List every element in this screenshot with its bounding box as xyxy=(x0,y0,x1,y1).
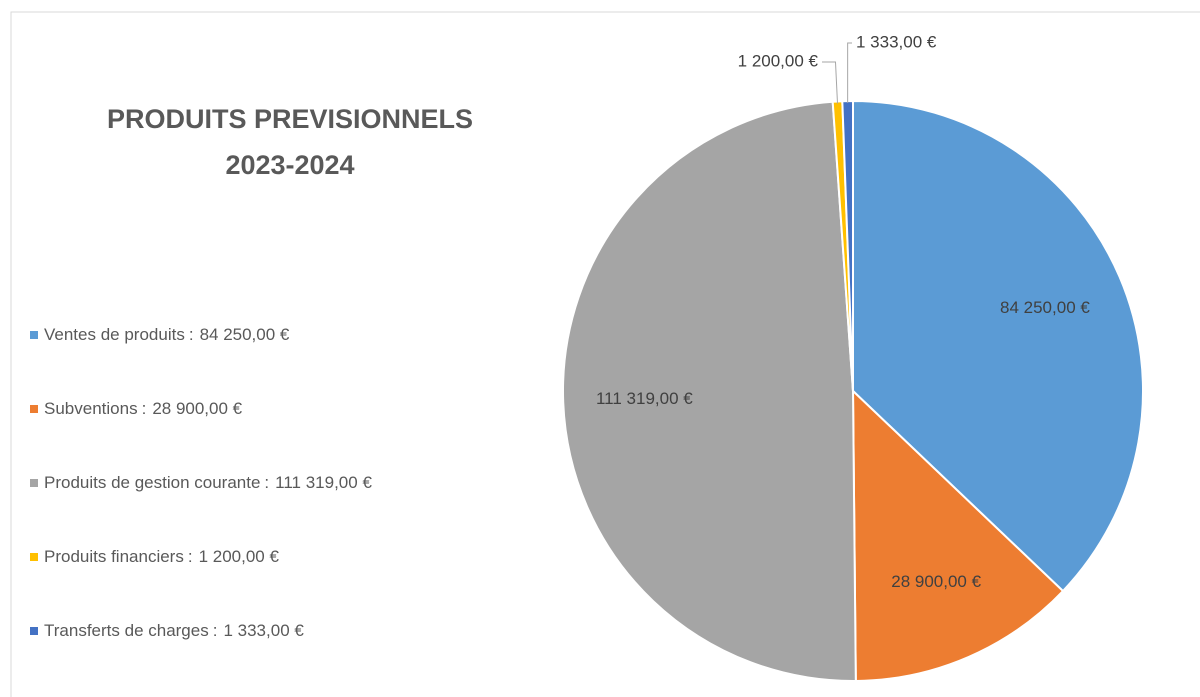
legend-item: Transferts de charges:1 333,00 € xyxy=(30,618,475,692)
legend-item: Subventions:28 900,00 € xyxy=(30,396,475,470)
data-label: 84 250,00 € xyxy=(1000,298,1090,317)
leader-line xyxy=(847,42,852,104)
legend-separator: : xyxy=(141,399,147,418)
legend-separator: : xyxy=(187,547,193,566)
legend-item: Produits de gestion courante:111 319,00 … xyxy=(30,470,475,544)
legend: Ventes de produits:84 250,00 € Subvention… xyxy=(30,322,475,692)
pie-slice xyxy=(851,388,1065,682)
legend-label: Ventes de produits xyxy=(44,325,185,344)
legend-label: Produits financiers xyxy=(44,547,184,566)
legend-value: 1 333,00 € xyxy=(223,621,304,640)
legend-separator: : xyxy=(212,621,218,640)
legend-value: 1 200,00 € xyxy=(198,547,279,566)
legend-swatch xyxy=(30,405,38,413)
legend-label: Transferts de charges xyxy=(44,621,209,640)
pie-slice xyxy=(562,100,857,682)
data-label: 28 900,00 € xyxy=(891,572,981,591)
legend-label: Produits de gestion courante xyxy=(44,473,261,492)
legend-swatch xyxy=(30,479,38,487)
legend-swatch xyxy=(30,331,38,339)
data-label: 111 319,00 € xyxy=(596,389,693,408)
legend-separator: : xyxy=(188,325,194,344)
chart-frame xyxy=(10,11,1200,697)
legend-swatch xyxy=(30,627,38,635)
legend-label: Subventions xyxy=(44,399,138,418)
data-label: 1 200,00 € xyxy=(738,51,819,70)
legend-swatch xyxy=(30,553,38,561)
legend-item: Produits financiers:1 200,00 € xyxy=(30,544,475,618)
data-label: 1 333,00 € xyxy=(856,32,937,51)
pie-slice xyxy=(852,99,1144,593)
legend-value: 111 319,00 € xyxy=(275,473,372,492)
legend-item: Ventes de produits:84 250,00 € xyxy=(30,322,475,396)
legend-separator: : xyxy=(264,473,270,492)
leader-line xyxy=(822,61,838,104)
chart-title: PRODUITS PREVISIONNELS 2023-2024 xyxy=(106,104,474,180)
legend-value: 28 900,00 € xyxy=(152,399,243,418)
legend-value: 84 250,00 € xyxy=(199,325,290,344)
